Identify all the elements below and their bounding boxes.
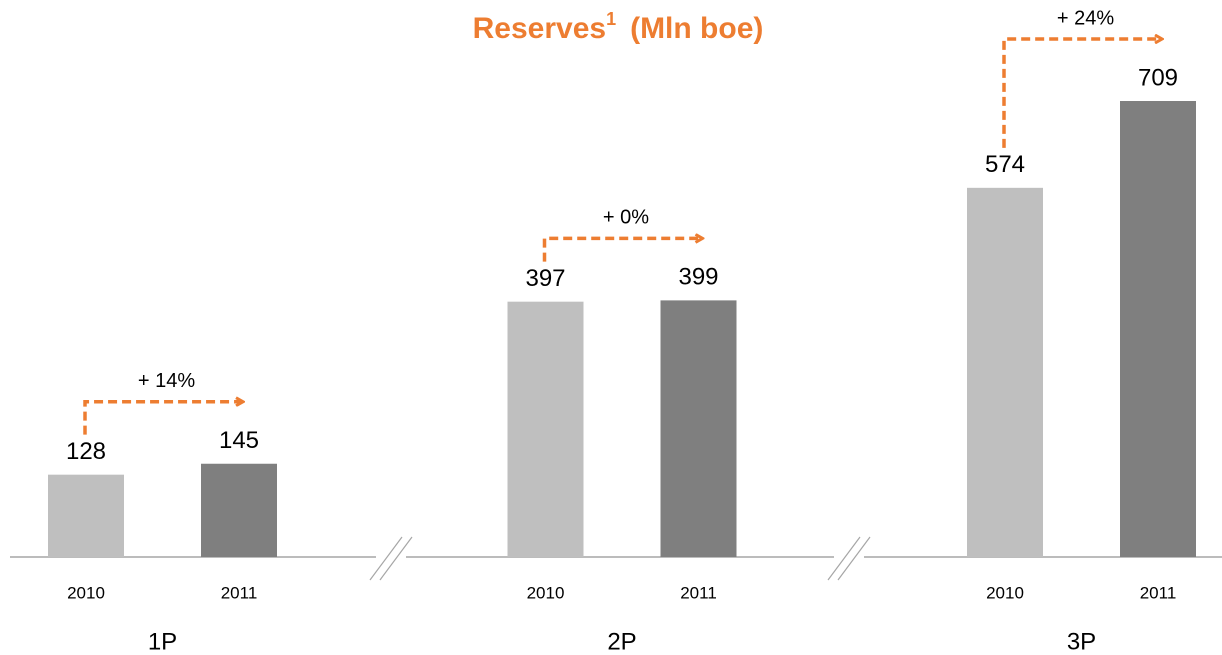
change-arrow bbox=[83, 402, 242, 435]
value-label: 709 bbox=[1138, 64, 1178, 91]
value-label: 574 bbox=[985, 151, 1025, 178]
change-arrow bbox=[542, 238, 702, 262]
title-unit: (Mln boe) bbox=[630, 12, 763, 45]
axis-break bbox=[827, 536, 871, 581]
category-label: 2P bbox=[607, 628, 636, 655]
change-label: + 0% bbox=[603, 207, 649, 229]
title-superscript: 1 bbox=[606, 9, 616, 29]
x-tick-label: 2011 bbox=[680, 583, 717, 602]
bar bbox=[507, 301, 584, 557]
bar bbox=[1120, 101, 1196, 557]
change-label: + 24% bbox=[1057, 7, 1114, 29]
bar bbox=[967, 187, 1043, 557]
category-label: 1P bbox=[148, 628, 177, 655]
title-text: Reserves bbox=[473, 12, 606, 45]
category-label: 3P bbox=[1067, 628, 1096, 655]
value-label: 145 bbox=[219, 427, 259, 454]
x-tick-label: 2011 bbox=[1140, 583, 1177, 602]
bar bbox=[201, 463, 277, 557]
x-tick-label: 2010 bbox=[986, 583, 1024, 602]
chart-title: Reserves1 (Mln boe) bbox=[473, 9, 764, 45]
x-tick-label: 2010 bbox=[527, 583, 565, 602]
bar bbox=[48, 474, 124, 557]
value-label: 128 bbox=[66, 438, 106, 465]
change-arrow bbox=[1002, 39, 1161, 148]
value-label: 397 bbox=[525, 265, 565, 292]
x-tick-label: 2010 bbox=[67, 583, 105, 602]
change-label: + 14% bbox=[138, 370, 195, 392]
x-tick-label: 2011 bbox=[221, 583, 258, 602]
bar bbox=[660, 300, 737, 557]
value-label: 399 bbox=[678, 264, 718, 291]
axis-break bbox=[369, 536, 413, 581]
